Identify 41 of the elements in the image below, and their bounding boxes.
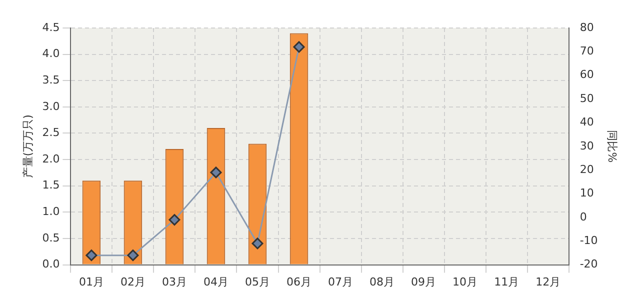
x-tick-label: 04月 bbox=[203, 275, 228, 288]
y-axis-title: 产量(万万只) bbox=[21, 114, 34, 178]
y-tick-label: 3.0 bbox=[42, 100, 60, 113]
y2-tick-label: 60 bbox=[580, 68, 594, 82]
y2-tick-label: -10 bbox=[580, 234, 598, 247]
y-tick-label: 2.0 bbox=[42, 152, 60, 166]
y2-axis-title: 同比% bbox=[606, 130, 619, 163]
y-tick-label: 3.5 bbox=[42, 73, 60, 86]
point bbox=[210, 166, 222, 178]
y-tick-label: 0.0 bbox=[42, 258, 60, 271]
x-tick-label: 12月 bbox=[536, 275, 561, 288]
x-tick-label: 06月 bbox=[286, 275, 312, 288]
x-tick-label: 05月 bbox=[244, 275, 270, 288]
x-tick-label: 08月 bbox=[370, 275, 395, 288]
y2-tick-label: 10 bbox=[580, 186, 594, 200]
x-tick-label: 07月 bbox=[328, 275, 354, 288]
y2-tick-label: 40 bbox=[580, 116, 594, 129]
y-tick-label: 0.5 bbox=[42, 231, 60, 244]
y2-tick-label: -20 bbox=[580, 258, 598, 271]
x-tick-label: 02月 bbox=[120, 275, 146, 288]
point bbox=[293, 41, 305, 53]
y2-tick-label: 20 bbox=[580, 162, 594, 176]
y-tick-label: 1.0 bbox=[42, 205, 60, 218]
y-tick-label: 4.5 bbox=[42, 20, 60, 34]
point bbox=[168, 214, 180, 226]
y-tick-label: 1.5 bbox=[42, 178, 60, 192]
y2-tick-label: 0 bbox=[580, 210, 587, 224]
point bbox=[127, 250, 139, 262]
point bbox=[86, 250, 98, 262]
x-tick-label: 11月 bbox=[494, 275, 520, 288]
y2-tick-label: 50 bbox=[580, 92, 594, 105]
y-tick-label: 2.5 bbox=[42, 126, 60, 140]
x-tick-label: 09月 bbox=[411, 275, 436, 288]
x-tick-label: 01月 bbox=[78, 275, 104, 288]
y2-tick-label: 30 bbox=[580, 139, 594, 152]
y2-tick-label: 70 bbox=[580, 44, 594, 58]
point bbox=[252, 238, 264, 250]
x-tick-label: 10月 bbox=[452, 275, 478, 288]
x-tick-label: 03月 bbox=[162, 275, 187, 288]
y-tick-label: 4.0 bbox=[42, 47, 60, 60]
y2-tick-label: 80 bbox=[580, 20, 594, 34]
